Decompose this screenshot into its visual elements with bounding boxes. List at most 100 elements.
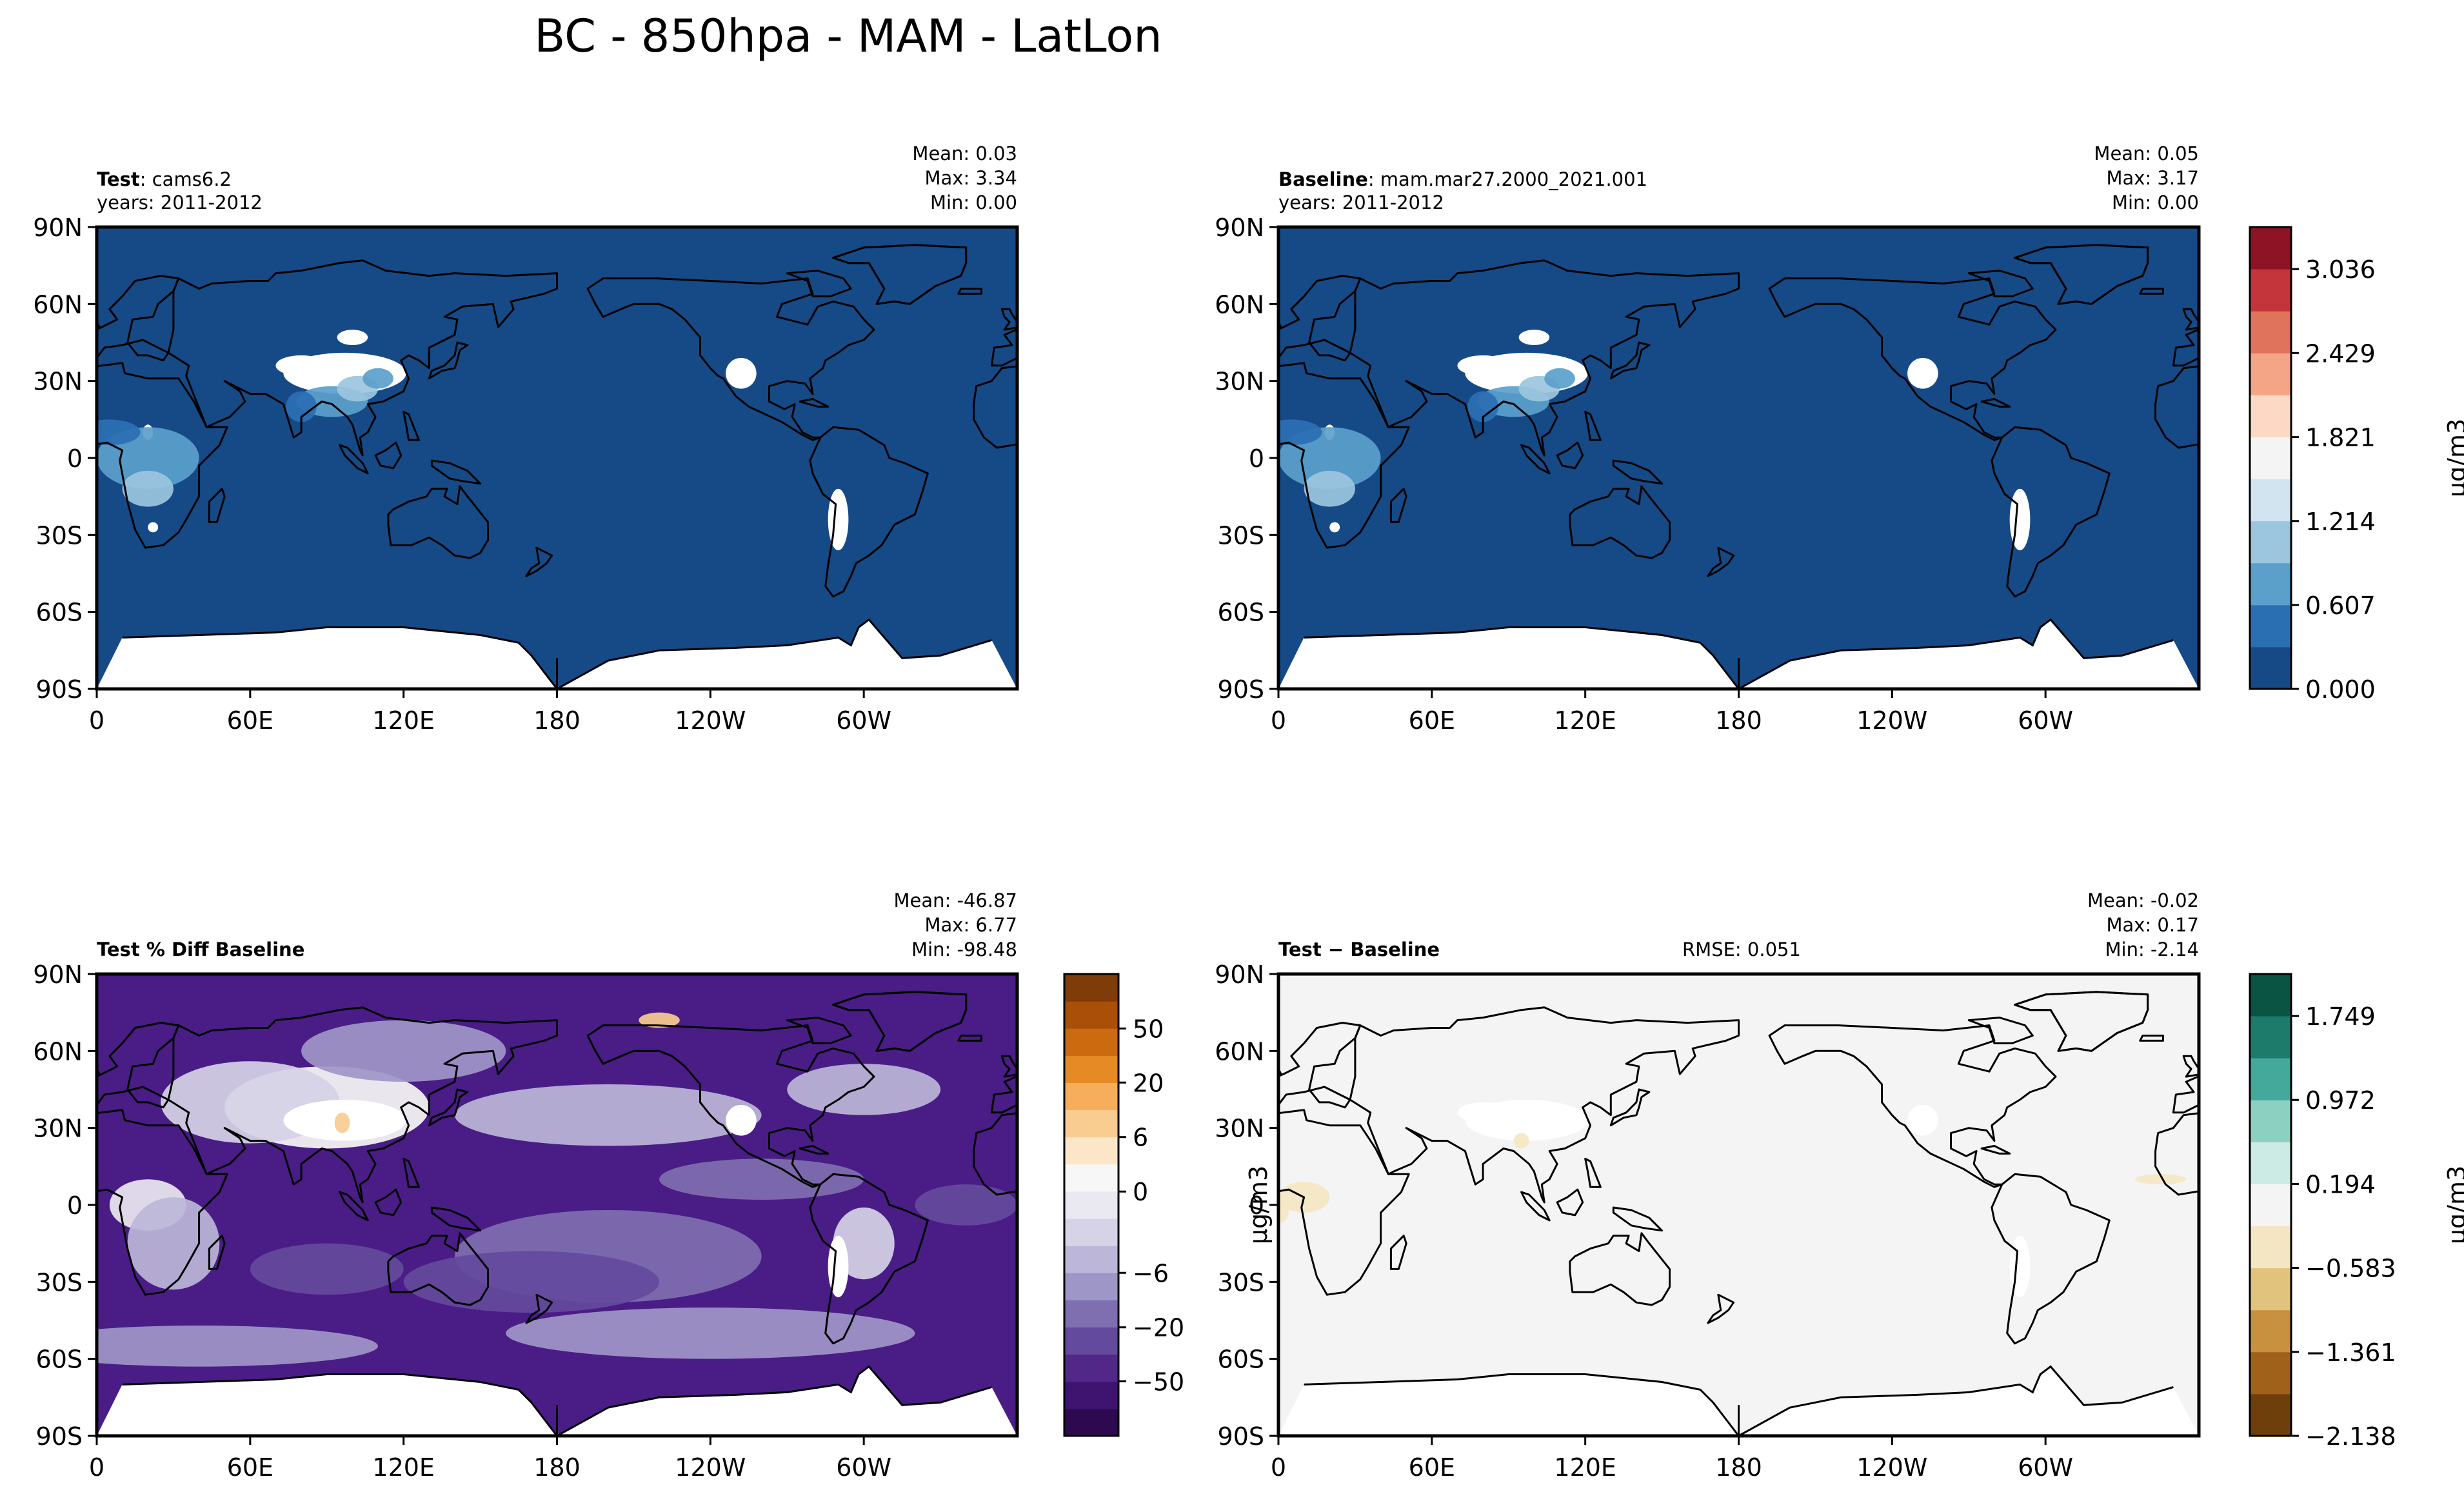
y-tick-label: 30S — [36, 521, 83, 550]
coastline-nz — [1707, 546, 1735, 577]
stat-mean: Mean: 0.05 — [2094, 143, 2199, 164]
coastline-phil — [1584, 410, 1602, 441]
panel-test: Test: cams6.2 years: 2011-2012 Mean: 0.0… — [33, 143, 1019, 735]
coastline-phil — [402, 410, 420, 441]
x-tick-label: 0 — [1271, 1453, 1286, 1482]
antarctica-mask — [97, 1366, 1017, 1436]
y-tick-label: 90S — [1218, 675, 1264, 704]
field-patch — [97, 419, 141, 446]
map-background — [97, 227, 1017, 689]
colorbar-tick-label: −0.583 — [2305, 1255, 2396, 1283]
stat-max: Max: 3.34 — [924, 167, 1017, 189]
coastline-newguinea — [430, 1206, 482, 1232]
x-tick-label: 180 — [1715, 706, 1762, 735]
colorbar-tick-label: −50 — [1133, 1368, 1184, 1397]
x-tick-label: 180 — [533, 706, 581, 735]
field-patch — [1467, 391, 1498, 422]
stat-min: Min: -2.14 — [2105, 939, 2199, 960]
coastline-europe — [97, 1022, 180, 1109]
coastline-antarctica — [122, 618, 992, 689]
colorbar: −2.138 −1.361 −0.583 0.194 0.972 1.749 μg/m3 — [2249, 973, 2464, 1451]
colorbar-segment — [2250, 1393, 2291, 1436]
coastline-borneo — [374, 1188, 402, 1217]
colorbar-segment — [2250, 227, 2291, 270]
colorbar-tick-label: 0.194 — [2305, 1171, 2376, 1199]
colorbar-segment — [1064, 1246, 1118, 1273]
field-patch — [1278, 1202, 1289, 1223]
coastline-iceland — [2139, 288, 2164, 295]
colorbar-segment — [1064, 1381, 1118, 1409]
colorbar-segment — [2250, 1100, 2291, 1142]
field-patch — [2134, 1174, 2187, 1185]
colorbar-frame — [1063, 973, 1120, 1437]
colorbar-segment — [1064, 1191, 1118, 1219]
colorbar-segment — [1064, 1137, 1118, 1165]
field-patch — [250, 1243, 404, 1295]
x-tick-label: 0 — [89, 706, 104, 735]
colorbar-segment — [1064, 1109, 1118, 1138]
colorbar-segment — [2250, 1142, 2291, 1184]
coastline-uk — [1278, 1067, 1282, 1076]
axis-ticks: 0 60E 120E 180 120W 60W 90N 60N 30N 0 30S 60S 90S — [33, 214, 891, 735]
antarctica-mask — [97, 619, 1017, 689]
colorbar-tick-label: 50 — [1133, 1015, 1164, 1043]
field-patch — [301, 1020, 506, 1082]
panel-title-rest: : cams6.2 — [140, 168, 232, 190]
colorbar-segment — [2250, 1184, 2291, 1227]
coastline-australia — [1569, 1232, 1671, 1306]
coastline-greenland — [832, 244, 968, 305]
y-tick-label: 60N — [1215, 1037, 1264, 1066]
y-tick-label: 30N — [33, 1115, 83, 1143]
colorbar-frame — [2249, 226, 2292, 690]
colorbar-segment — [2250, 1058, 2291, 1100]
panel-title-bold: Baseline — [1278, 168, 1368, 190]
y-tick-label: 60S — [1218, 599, 1264, 627]
coastline-newguinea — [430, 459, 482, 485]
y-tick-label: 60S — [1218, 1346, 1264, 1374]
coastline-borneo — [1556, 1188, 1584, 1217]
y-tick-label: 90N — [1215, 960, 1264, 989]
colorbar-tick-label: 0.000 — [2305, 675, 2376, 704]
panel-stats: Mean: 0.05 Max: 3.17 Min: 0.00 — [2094, 143, 2199, 214]
colorbar-segment — [2250, 1016, 2291, 1059]
colorbar-segment — [1064, 1055, 1118, 1083]
y-tick-label: 30S — [36, 1268, 83, 1297]
coastline-asia — [1349, 259, 1740, 457]
figure-title: BC - 850hpa - MAM - LatLon — [534, 10, 1162, 63]
coastline-europe — [1278, 275, 1362, 362]
axis-ticks: 0 60E 120E 180 120W 60W 90N 60N 30N 0 30S 60S 90S — [33, 960, 891, 1482]
field-patch — [122, 470, 174, 507]
field-patch — [1329, 522, 1340, 533]
colorbar-segment — [2250, 1351, 2291, 1395]
axes-frame — [1277, 972, 2201, 1438]
colorbar-segment — [2250, 646, 2291, 690]
colorbar-segment — [2250, 521, 2291, 564]
coastline-samerica — [809, 426, 929, 598]
panel-baseline: Baseline: mam.mar27.2000_2021.001 years:… — [1215, 143, 2464, 735]
field-patch — [275, 355, 327, 376]
colorbar-segment — [2250, 1309, 2291, 1353]
stat-max: Max: 0.17 — [2106, 914, 2199, 936]
y-tick-label: 90S — [36, 1422, 83, 1451]
y-tick-label: 0 — [1249, 1191, 1264, 1220]
y-tick-label: 90N — [33, 960, 83, 989]
stat-max: Max: 6.77 — [924, 914, 1017, 936]
coastline-samerica — [1991, 1173, 2111, 1345]
colorbar-tick-label: −6 — [1133, 1259, 1169, 1287]
coastline-cuba — [799, 398, 830, 408]
stat-mean: Mean: 0.03 — [912, 143, 1017, 164]
colorbar-segment — [2250, 562, 2291, 606]
colorbar-frame — [2249, 973, 2292, 1437]
field-patch — [337, 330, 368, 345]
y-tick-label: 0 — [1249, 444, 1264, 473]
x-tick-label: 120E — [372, 706, 435, 735]
field-patch — [454, 1084, 762, 1146]
colorbar-segment — [2250, 269, 2291, 312]
field-patch — [1304, 470, 1355, 507]
x-tick-label: 120W — [1856, 706, 1927, 735]
field-patch — [915, 1184, 1017, 1226]
field-patch — [726, 1104, 757, 1136]
coastline-baffin — [1967, 1017, 2034, 1044]
map-area — [1278, 974, 2199, 1436]
coastline-namerica — [1768, 1024, 2057, 1188]
